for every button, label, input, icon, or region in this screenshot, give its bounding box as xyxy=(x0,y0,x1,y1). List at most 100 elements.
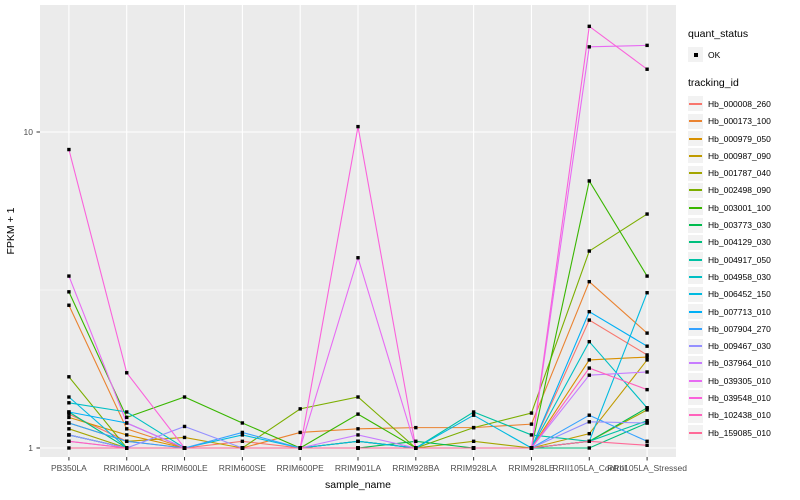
x-tick-label: RRII105LA_Control xyxy=(552,463,626,473)
legend-item-label: OK xyxy=(708,49,721,60)
x-tick-label: RRIM901LA xyxy=(335,463,382,473)
data-point xyxy=(182,435,187,440)
legend-item-Hb_003001_100: Hb_003001_100 xyxy=(688,199,800,216)
legend-item-label: Hb_000987_090 xyxy=(708,150,771,161)
data-point xyxy=(298,430,302,435)
legend-item-Hb_001787_040: Hb_001787_040 xyxy=(688,164,800,181)
data-point xyxy=(356,427,360,431)
data-point xyxy=(587,249,591,253)
data-point xyxy=(125,433,129,437)
y-tick-label: 1 xyxy=(28,443,33,453)
series-color-key-icon xyxy=(688,148,703,164)
x-tick-label: RRIM600PE xyxy=(277,463,325,473)
data-point xyxy=(645,331,649,335)
data-point xyxy=(67,439,71,444)
data-point xyxy=(645,67,649,71)
data-point xyxy=(471,425,476,430)
legend-item-Hb_003773_030: Hb_003773_030 xyxy=(688,216,800,233)
series-color-key-icon xyxy=(688,131,703,147)
legend-item-label: Hb_159085_010 xyxy=(708,427,771,438)
data-point xyxy=(125,427,129,431)
series-color-key-icon xyxy=(688,217,703,233)
legend-item-label: Hb_007713_010 xyxy=(708,306,771,317)
legend-quant-status: quant_status OK xyxy=(688,28,800,63)
legend-item-label: Hb_004917_050 xyxy=(708,254,771,265)
data-point xyxy=(587,446,591,450)
data-point xyxy=(645,408,649,412)
legend-item-Hb_037964_010: Hb_037964_010 xyxy=(688,355,800,372)
data-point xyxy=(67,375,71,379)
legend-item-Hb_000008_260: Hb_000008_260 xyxy=(688,95,800,112)
data-point xyxy=(471,446,476,450)
data-point xyxy=(356,412,360,416)
data-point xyxy=(645,212,649,216)
data-point xyxy=(587,45,591,49)
data-point xyxy=(67,446,71,450)
series-color-key-icon xyxy=(688,355,703,371)
data-point xyxy=(645,274,649,278)
legend-item-label: Hb_009467_030 xyxy=(708,341,771,352)
x-tick-label: RRIM928BA xyxy=(392,463,440,473)
data-point xyxy=(125,439,129,444)
legend-item-Hb_007904_270: Hb_007904_270 xyxy=(688,320,800,337)
series-color-key-icon xyxy=(688,338,703,354)
series-color-key-icon xyxy=(688,321,703,337)
legend-item-Hb_006452_150: Hb_006452_150 xyxy=(688,286,800,303)
series-color-key-icon xyxy=(688,234,703,250)
data-point xyxy=(298,446,302,450)
legend-title-tracking-id: tracking_id xyxy=(688,77,739,90)
data-point xyxy=(587,413,591,417)
data-point xyxy=(587,420,591,424)
data-point xyxy=(587,24,591,29)
legend-item-Hb_004129_030: Hb_004129_030 xyxy=(688,234,800,251)
data-point xyxy=(182,395,187,399)
data-point xyxy=(645,370,649,374)
data-point xyxy=(645,43,649,48)
data-point xyxy=(125,421,129,425)
x-tick-label: RRIM600SE xyxy=(219,463,267,473)
data-point xyxy=(67,410,71,414)
x-tick-label: RRII105LA_Stressed xyxy=(607,463,687,473)
data-point xyxy=(240,446,245,450)
x-tick-label: RRIM928LA xyxy=(450,463,497,473)
data-point xyxy=(645,406,649,410)
data-point xyxy=(125,410,129,414)
data-point xyxy=(529,422,534,426)
legend-item-label: Hb_004958_030 xyxy=(708,271,771,282)
x-tick-label: RRIM928LE xyxy=(508,463,555,473)
legend-item-label: Hb_039548_010 xyxy=(708,392,771,403)
legend-item-Hb_007713_010: Hb_007713_010 xyxy=(688,303,800,320)
legend-item-Hb_000173_100: Hb_000173_100 xyxy=(688,113,800,130)
data-point xyxy=(587,358,591,362)
legend-item-label: Hb_000979_050 xyxy=(708,133,771,144)
data-point xyxy=(67,433,71,437)
x-tick-label: RRIM600LE xyxy=(161,463,208,473)
legend-item-label: Hb_004129_030 xyxy=(708,237,771,248)
data-point xyxy=(587,309,591,314)
data-point xyxy=(67,415,71,420)
data-point xyxy=(471,413,476,417)
legend-item-Hb_000979_050: Hb_000979_050 xyxy=(688,130,800,147)
series-color-key-icon xyxy=(688,407,703,423)
data-point xyxy=(529,446,534,450)
data-point xyxy=(67,412,71,416)
series-color-key-icon xyxy=(688,269,703,285)
series-color-key-icon xyxy=(688,304,703,319)
y-axis-title: FPKM + 1 xyxy=(5,207,17,254)
legend-item-Hb_159085_010: Hb_159085_010 xyxy=(688,424,800,441)
legend-item-label: Hb_102438_010 xyxy=(708,410,771,421)
data-point xyxy=(182,446,187,450)
data-point xyxy=(240,439,245,444)
series-color-key-icon xyxy=(688,165,703,181)
legend-item-Hb_039548_010: Hb_039548_010 xyxy=(688,389,800,406)
data-point xyxy=(240,433,245,437)
series-color-key-icon xyxy=(688,96,703,112)
data-point xyxy=(67,395,71,399)
data-point xyxy=(125,371,129,375)
data-point xyxy=(471,410,476,414)
legend-item-ok: OK xyxy=(688,46,800,63)
data-point xyxy=(240,430,245,435)
series-color-key-icon xyxy=(688,200,703,216)
legend: quant_status OK tracking_id Hb_000008_26… xyxy=(688,28,800,455)
